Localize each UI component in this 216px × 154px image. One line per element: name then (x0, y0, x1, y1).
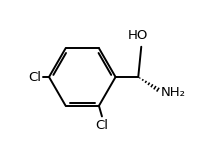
Text: HO: HO (128, 29, 148, 42)
Text: Cl: Cl (95, 119, 108, 132)
Text: Cl: Cl (29, 71, 41, 83)
Text: NH₂: NH₂ (161, 86, 186, 99)
